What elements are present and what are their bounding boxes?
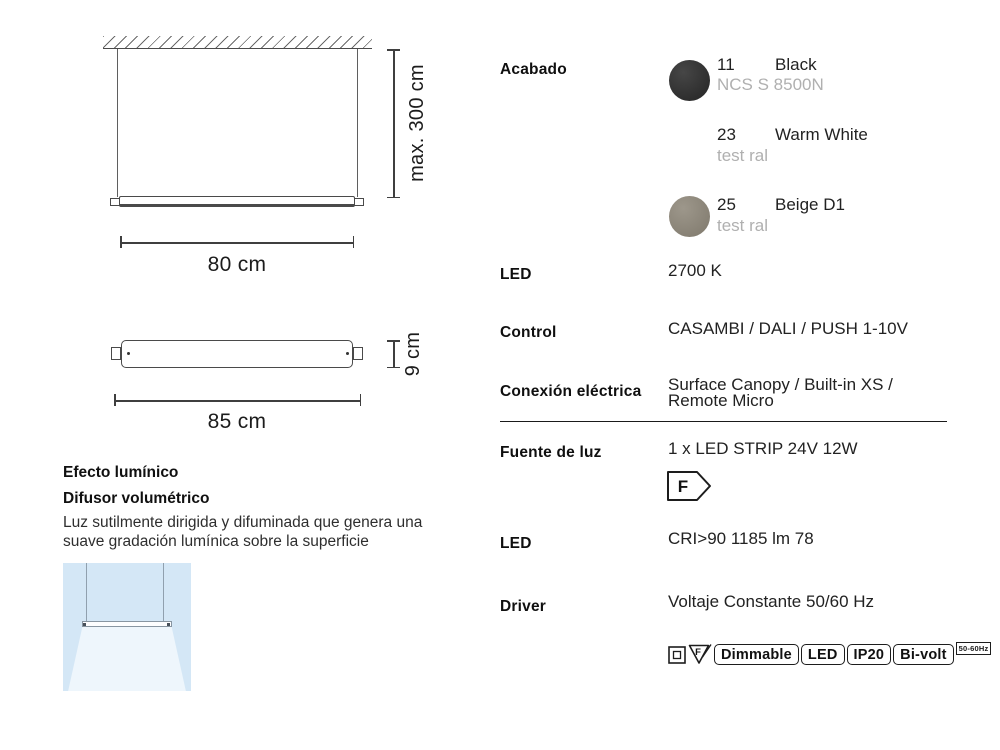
f-mark-letter: F — [695, 647, 701, 658]
illustration-cable-right — [163, 563, 164, 623]
height-dim-cap-bottom — [387, 196, 400, 198]
badge-led: LED — [800, 644, 845, 665]
certification-badges-row: F Dimmable LED IP20 Bi-volt 50-60Hz — [668, 642, 992, 665]
energy-class-letter: F — [678, 477, 688, 496]
diffuser-subheading: Difusor volumétrico — [63, 490, 210, 507]
depth-dimension-label: 9 cm — [402, 331, 424, 377]
spec-value-led-cri: CRI>90 1185 lm 78 — [668, 529, 814, 548]
finish-note: test ral — [717, 216, 769, 235]
suspension-cable-right — [357, 49, 358, 197]
spec-label-led-cri: LED — [500, 535, 532, 552]
frequency-badge: 50-60Hz — [955, 642, 992, 655]
width-dim-tick-right — [352, 236, 354, 248]
spec-label-fuente: Fuente de luz — [500, 444, 602, 461]
finish-code: 25 — [717, 195, 736, 214]
finish-swatch-black — [669, 60, 710, 101]
lamp-endcap-right — [354, 198, 364, 206]
illustration-bar-end-left — [83, 623, 86, 626]
illustration-cable-left — [86, 563, 87, 623]
spec-label-led-temp: LED — [500, 266, 532, 283]
energy-class-label-icon: F — [667, 471, 711, 501]
spec-label-control: Control — [500, 324, 557, 341]
class-ii-insulation-icon — [668, 645, 686, 664]
total-width-tick-right — [359, 394, 361, 406]
spec-label-conexion: Conexión eléctrica — [500, 383, 642, 400]
total-width-dimension-label: 85 cm — [207, 410, 267, 433]
f-mark-flammable-surface-icon: F — [688, 644, 712, 664]
suspension-point-left — [127, 352, 130, 355]
width-dimension-label: 80 cm — [207, 253, 267, 276]
total-width-tick-left — [114, 394, 116, 406]
spec-value-conexion: Surface Canopy / Built-in XS / Remote Mi… — [668, 375, 893, 410]
finish-note: test ral — [717, 146, 769, 165]
finish-name: Warm White — [775, 125, 868, 144]
ceiling-hatch — [103, 36, 372, 49]
finish-swatch-beige — [669, 196, 710, 237]
height-dimension-line — [393, 49, 395, 198]
lamp-endcap-left — [110, 198, 120, 206]
finish-name: Beige D1 — [775, 195, 845, 214]
depth-dimension-line — [393, 340, 395, 368]
light-beam — [68, 621, 186, 691]
width-dim-tick-left — [120, 236, 122, 248]
spec-value-led-temp: 2700 K — [668, 261, 722, 280]
section-divider — [500, 421, 947, 423]
depth-dim-cap-top — [387, 340, 400, 342]
width-dimension-line — [120, 242, 354, 244]
total-width-dimension-line — [114, 400, 361, 402]
badge-ip20: IP20 — [846, 644, 892, 665]
finish-code: 23 — [717, 125, 736, 144]
light-effect-description: Luz sutilmente dirigida y difuminada que… — [63, 514, 423, 550]
spec-value-fuente: 1 x LED STRIP 24V 12W — [668, 439, 858, 458]
light-effect-illustration — [63, 563, 191, 691]
spec-label-acabado: Acabado — [500, 61, 567, 78]
badge-bivolt: Bi-volt — [893, 644, 954, 665]
depth-dim-cap-bottom — [387, 366, 400, 368]
finish-code: 11 — [717, 55, 735, 74]
lamp-bar-top — [121, 340, 353, 368]
spec-value-driver: Voltaje Constante 50/60 Hz — [668, 592, 875, 611]
top-endcap-right — [353, 347, 363, 360]
lamp-bar-front — [119, 196, 355, 207]
height-dimension-label: max. 300 cm — [406, 64, 428, 182]
suspension-cable-left — [117, 49, 118, 197]
suspension-point-right — [346, 352, 349, 355]
finish-name: Black — [775, 55, 817, 74]
finish-note: NCS S 8500N — [717, 75, 824, 94]
illustration-bar-end-right — [167, 623, 170, 626]
light-effect-heading: Efecto lumínico — [63, 464, 179, 481]
illustration-lamp-bar — [82, 621, 172, 627]
top-endcap-left — [111, 347, 121, 360]
height-dim-cap-top — [387, 49, 400, 51]
spec-label-driver: Driver — [500, 598, 547, 615]
spec-value-control: CASAMBI / DALI / PUSH 1-10V — [668, 319, 908, 338]
badge-dimmable: Dimmable — [714, 644, 799, 665]
